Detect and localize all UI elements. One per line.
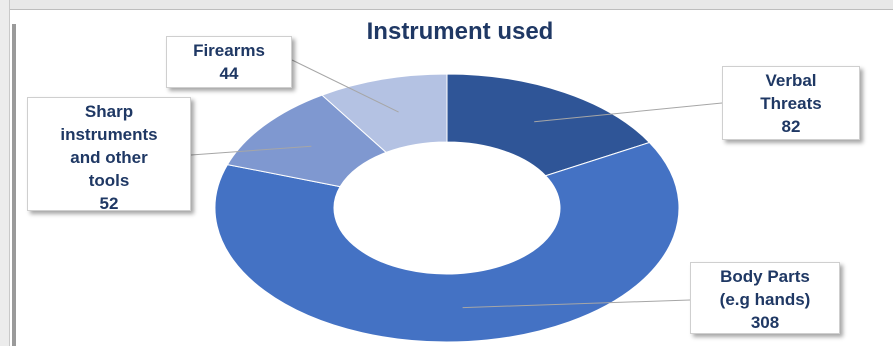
label-text-line: Body Parts <box>720 267 810 286</box>
data-label-body-parts: Body Parts (e.g hands) 308 <box>690 262 840 334</box>
left-border <box>0 0 10 346</box>
data-label-firearms: Firearms 44 <box>166 36 292 88</box>
label-text-line: Threats <box>760 94 822 113</box>
donut-slice-body-parts <box>214 141 680 343</box>
label-text-line: Firearms <box>193 41 265 60</box>
left-border-line <box>12 24 16 346</box>
leader-line-firearms <box>291 59 399 113</box>
label-value: 52 <box>99 194 119 213</box>
label-text-line: Verbal <box>765 71 817 90</box>
data-label-verbal-threats: Verbal Threats 82 <box>722 66 860 140</box>
label-text-line: (e.g hands) <box>719 290 811 309</box>
label-value: 44 <box>219 64 239 83</box>
label-text-line: instruments <box>60 125 158 144</box>
donut-slice-verbal-threats <box>446 73 651 177</box>
leader-line-sharp-instruments <box>190 145 312 156</box>
label-text-line: Sharp <box>84 102 134 121</box>
label-text-line: and other <box>70 148 148 167</box>
leader-line-verbal-threats <box>534 102 723 123</box>
leader-line-body-parts <box>462 299 691 309</box>
label-text-line: tools <box>88 171 130 190</box>
data-label-sharp-instruments: Sharp instruments and other tools 52 <box>27 97 191 213</box>
chart-title: Instrument used <box>366 18 554 45</box>
donut-slice-firearms <box>321 73 448 153</box>
label-value: 308 <box>750 313 780 332</box>
top-border <box>0 0 893 10</box>
label-value: 82 <box>781 117 801 136</box>
